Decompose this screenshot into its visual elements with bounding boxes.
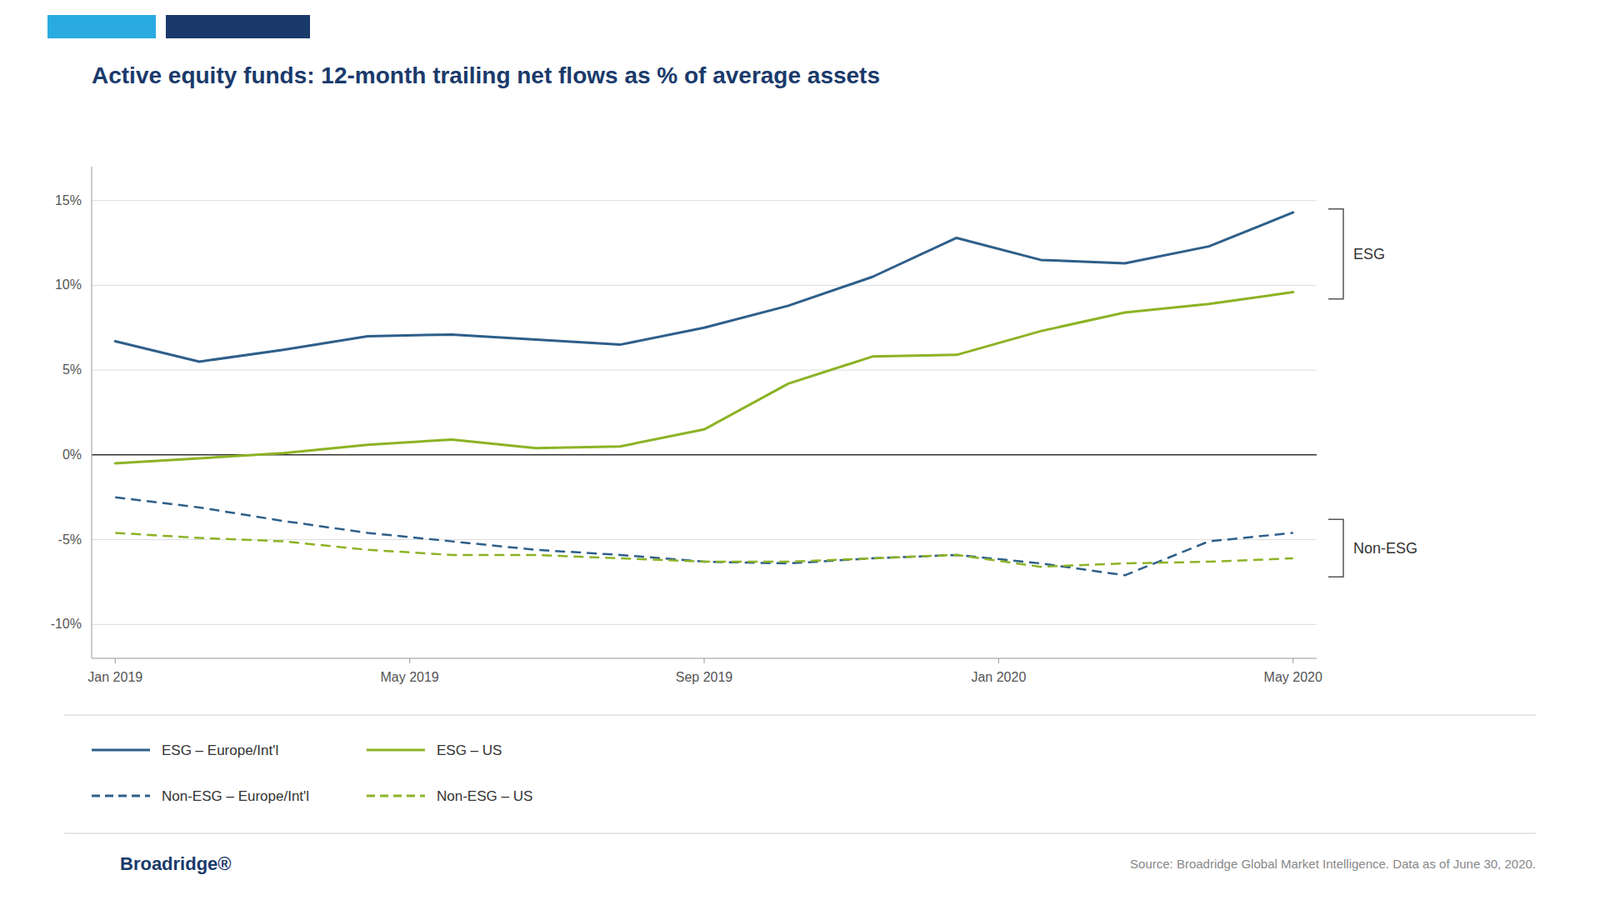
header-bar bbox=[47, 15, 156, 39]
x-tick bbox=[1292, 658, 1294, 664]
series-line bbox=[115, 532, 1293, 567]
y-tick-label: 10% bbox=[55, 277, 82, 292]
legend-swatch bbox=[91, 749, 150, 752]
x-tick-label: Sep 2019 bbox=[675, 670, 734, 685]
x-tick-label: Jan 2020 bbox=[970, 670, 1026, 685]
header-bar bbox=[165, 15, 310, 39]
annotation: Non-ESG bbox=[1353, 540, 1418, 557]
source: Source: Broadridge Global Market Intelli… bbox=[1130, 856, 1536, 871]
background bbox=[0, 0, 1600, 900]
series-line bbox=[115, 292, 1293, 464]
bracket bbox=[1328, 209, 1344, 300]
x-tick bbox=[998, 658, 1000, 664]
series-line bbox=[115, 212, 1293, 362]
x-tick bbox=[115, 658, 116, 664]
grid-line bbox=[91, 539, 1317, 540]
y-axis-line bbox=[91, 166, 93, 659]
legend-swatch bbox=[91, 795, 150, 798]
plot-area bbox=[115, 212, 1293, 575]
grid-line bbox=[91, 624, 1317, 625]
x-tick bbox=[704, 658, 705, 664]
x-tick bbox=[409, 658, 410, 664]
grid-line bbox=[91, 285, 1317, 286]
legend-swatch bbox=[366, 795, 425, 798]
legend-label: Non-ESG – Europe/Int'l bbox=[161, 788, 310, 805]
legend-label: ESG – US bbox=[436, 742, 502, 759]
x-tick-label: May 2020 bbox=[1264, 670, 1323, 685]
separator bbox=[64, 715, 1536, 716]
y-tick-label: 15% bbox=[55, 193, 82, 208]
grid-line bbox=[91, 370, 1317, 371]
legend-label: Non-ESG – US bbox=[436, 788, 533, 805]
chart: Active equity funds: 12-month trailing n… bbox=[0, 0, 1600, 900]
brand: Broadridge® bbox=[120, 853, 232, 875]
title: Active equity funds: 12-month trailing n… bbox=[91, 62, 880, 89]
grid-line bbox=[91, 200, 1317, 201]
separator bbox=[64, 833, 1536, 835]
y-tick-label: 5% bbox=[62, 362, 82, 377]
y-tick-label: -10% bbox=[50, 616, 82, 631]
y-tick-label: 0% bbox=[62, 447, 82, 462]
x-tick-label: May 2019 bbox=[380, 670, 440, 685]
legend-label: ESG – Europe/Int'l bbox=[161, 742, 279, 759]
series-line bbox=[115, 497, 1293, 576]
bracket bbox=[1328, 519, 1344, 577]
legend-swatch bbox=[366, 749, 425, 752]
y-tick-label: -5% bbox=[58, 532, 82, 547]
x-tick-label: Jan 2019 bbox=[87, 670, 143, 685]
annotation: ESG bbox=[1353, 245, 1385, 263]
